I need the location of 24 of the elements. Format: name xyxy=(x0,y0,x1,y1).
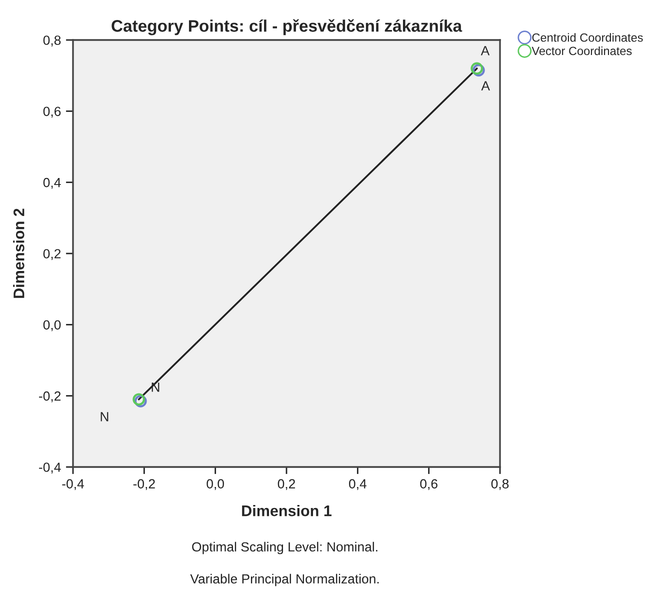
x-tick-label: -0,2 xyxy=(133,479,155,490)
x-tick-label: 0,8 xyxy=(491,479,509,490)
legend-label: Vector Coordinates xyxy=(532,46,632,56)
chart-title: Category Points: cíl - přesvědčení zákazníka xyxy=(112,19,462,36)
text: Optimal Scaling Level: Nominal. xyxy=(192,542,378,554)
x-axis-title: Dimension 1 xyxy=(242,504,332,516)
legend-label: Centroid Coordinates xyxy=(532,33,643,42)
annotation: A xyxy=(480,46,490,56)
y-tick-label: -0,2 xyxy=(39,391,61,402)
x-tick-label: 0,6 xyxy=(420,479,438,490)
y-axis-title: Dimension 2 xyxy=(13,208,24,298)
y-tick-label: 0,0 xyxy=(43,320,61,332)
y-tick-label: 0,2 xyxy=(43,249,61,260)
y-tick-label: -0,4 xyxy=(39,462,61,474)
annotation: N xyxy=(100,412,108,422)
x-tick-label: 0,2 xyxy=(278,479,296,490)
text: Variable Principal Normalization. xyxy=(190,574,379,586)
y-tick-label: 0,4 xyxy=(43,178,61,189)
y-tick-label: 0,8 xyxy=(43,36,61,46)
x-tick-label: 0,4 xyxy=(349,479,366,490)
x-tick-label: -0,4 xyxy=(62,479,84,490)
y-tick-label: 0,6 xyxy=(43,106,61,118)
x-tick-label: 0,0 xyxy=(206,479,224,490)
annotation: A xyxy=(481,81,490,90)
